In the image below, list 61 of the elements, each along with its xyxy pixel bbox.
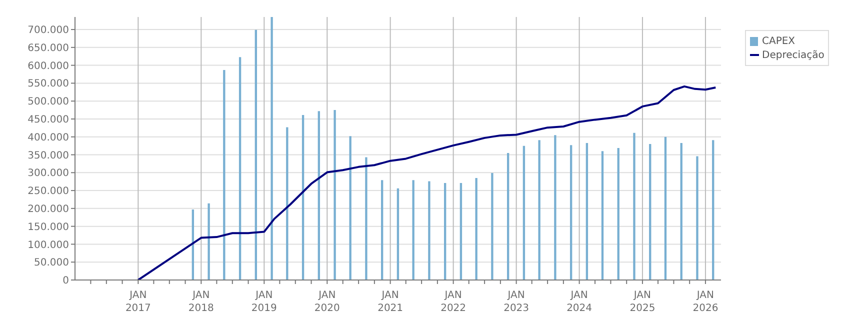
x-tick-label: JAN 2022 xyxy=(440,290,466,313)
bar xyxy=(208,203,210,280)
y-tick-label: 350.000 xyxy=(28,150,69,162)
x-tick-label: JAN 2018 xyxy=(188,290,214,313)
bar xyxy=(412,180,414,280)
y-tick-label: 700.000 xyxy=(28,25,69,36)
bar xyxy=(664,136,667,280)
y-tick-label: 600.000 xyxy=(28,60,69,72)
y-tick-label: 300.000 xyxy=(28,168,69,180)
bar xyxy=(617,148,620,280)
y-tick-label: 100.000 xyxy=(28,240,69,251)
bar xyxy=(586,142,588,280)
x-tick-label: JAN 2024 xyxy=(566,290,592,313)
y-tick-label: 650.000 xyxy=(28,42,69,54)
bar xyxy=(475,178,478,280)
x-tick-label: JAN 2025 xyxy=(630,290,656,313)
bar xyxy=(649,144,652,280)
bar xyxy=(302,115,304,280)
y-tick-label: 500.000 xyxy=(28,96,69,108)
bar xyxy=(680,142,682,280)
bar xyxy=(633,132,636,280)
bar xyxy=(365,157,368,280)
y-tick-label: 450.000 xyxy=(28,114,69,126)
bar xyxy=(444,183,446,280)
bar xyxy=(712,140,714,280)
x-tick-label: JAN 2020 xyxy=(314,290,340,313)
legend-label: CAPEX xyxy=(762,36,796,46)
x-tick-label: JAN 2026 xyxy=(692,290,718,313)
y-tick-label: 200.000 xyxy=(28,204,69,215)
bar xyxy=(349,136,352,280)
bar xyxy=(428,181,430,280)
bar xyxy=(254,30,258,280)
y-tick-label: 250.000 xyxy=(28,186,69,198)
bar xyxy=(491,173,494,280)
bar xyxy=(286,127,288,280)
x-tick-label: JAN 2023 xyxy=(504,290,530,313)
bar xyxy=(238,57,242,280)
bar xyxy=(460,183,462,280)
bar xyxy=(538,140,540,280)
bar xyxy=(270,17,273,280)
y-tick-label: 150.000 xyxy=(28,222,69,233)
legend-label: Depreciação xyxy=(762,50,824,60)
bar xyxy=(601,151,604,280)
y-tick-label: 400.000 xyxy=(28,132,69,144)
bar xyxy=(506,152,510,280)
bar xyxy=(334,110,336,280)
y-tick-label: 550.000 xyxy=(28,78,69,90)
bar xyxy=(570,145,572,280)
y-tick-label: 50.000 xyxy=(34,258,69,269)
bar xyxy=(381,180,384,280)
y-tick-label: 0 xyxy=(62,276,69,287)
bar xyxy=(554,135,556,280)
x-tick-label: JAN 2017 xyxy=(125,290,151,313)
bar xyxy=(318,111,320,280)
bar xyxy=(522,146,526,280)
bar xyxy=(396,188,400,280)
bar xyxy=(696,156,698,280)
line-series xyxy=(137,85,717,280)
x-tick-label: JAN 2019 xyxy=(251,290,277,313)
bar xyxy=(223,70,226,280)
x-tick-label: JAN 2021 xyxy=(378,290,404,313)
